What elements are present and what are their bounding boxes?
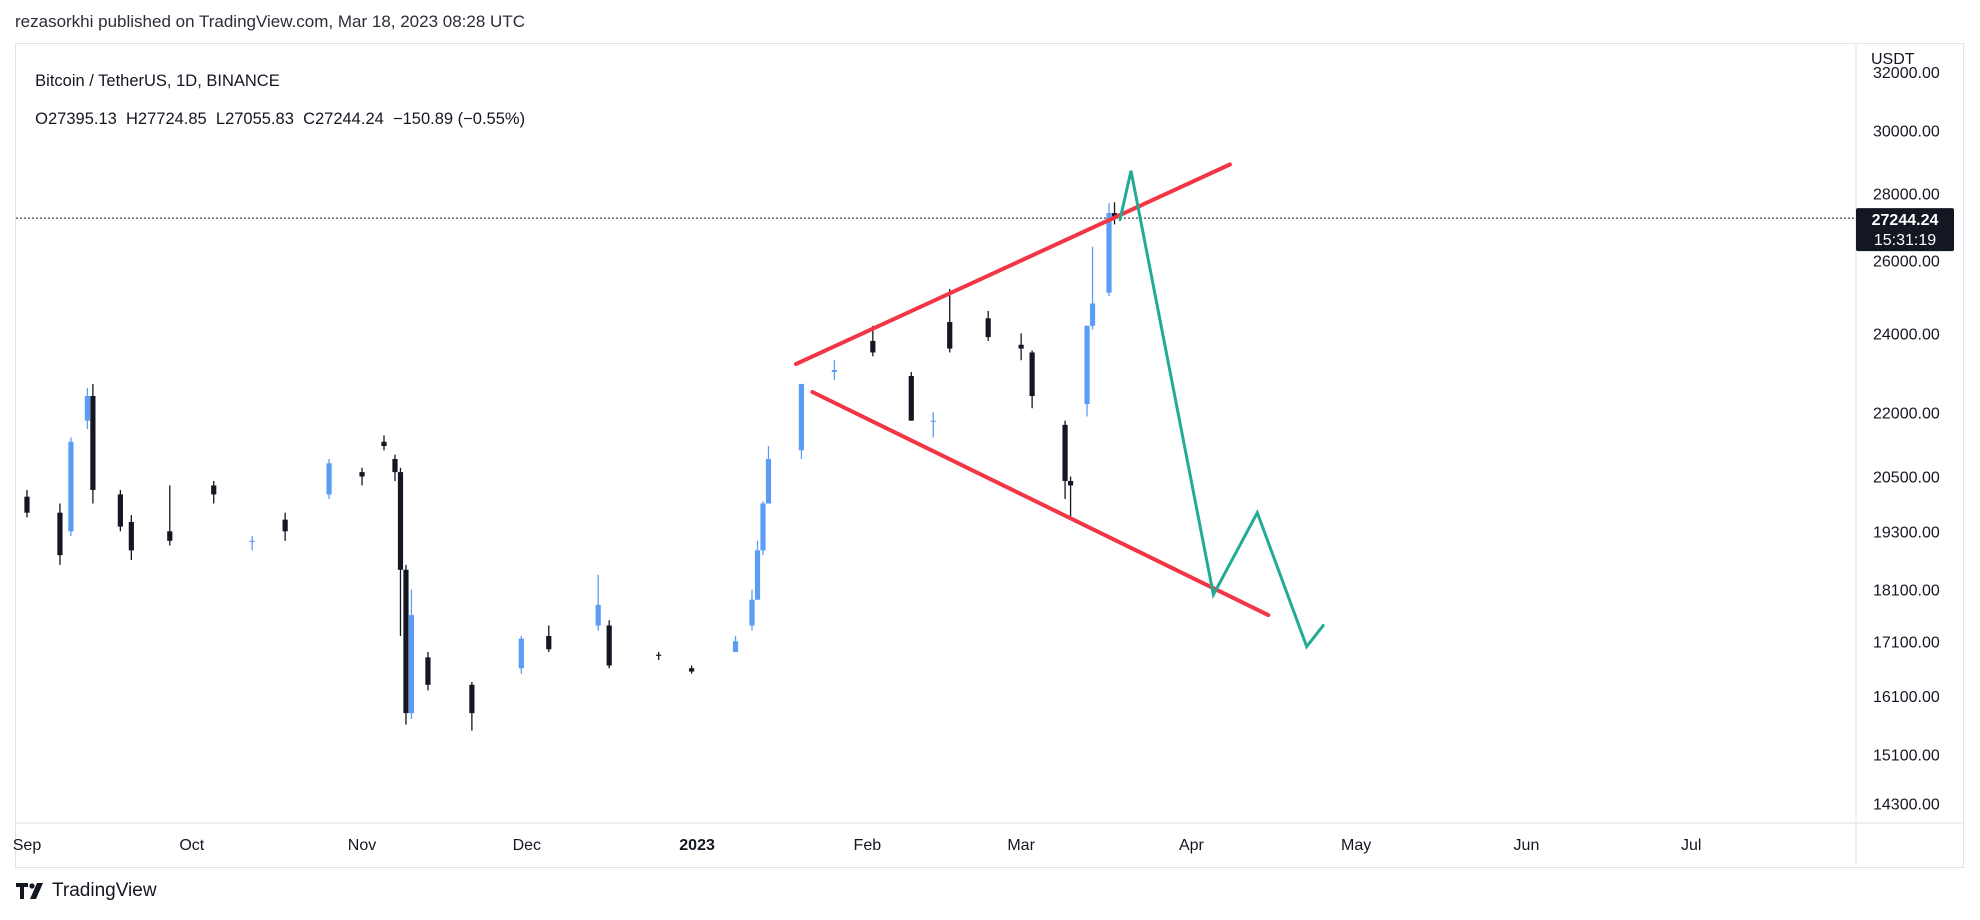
candle-body[interactable] <box>397 472 404 570</box>
time-tick-label[interactable]: Dec <box>513 837 541 854</box>
time-tick-label[interactable]: Jul <box>1681 837 1701 854</box>
candle-body[interactable] <box>392 458 398 473</box>
candle-body[interactable] <box>760 503 766 551</box>
candle-body[interactable] <box>326 463 332 495</box>
candle-body[interactable] <box>1106 212 1112 293</box>
candle-body[interactable] <box>870 340 876 353</box>
candle-body[interactable] <box>128 521 134 551</box>
trend-line[interactable] <box>810 390 1271 618</box>
candle-body[interactable] <box>1062 424 1068 481</box>
time-tick-label[interactable]: May <box>1341 837 1371 854</box>
time-tick-label[interactable]: Feb <box>854 837 882 854</box>
candle-body[interactable] <box>930 420 936 422</box>
candle-body[interactable] <box>518 638 524 669</box>
candle-body[interactable] <box>754 550 761 600</box>
time-tick-label[interactable]: Oct <box>179 837 204 854</box>
price-tick-label[interactable]: 19300.00 <box>1873 524 1940 541</box>
price-axis-unit[interactable]: USDT <box>1871 51 1915 68</box>
candle-body[interactable] <box>1018 344 1024 349</box>
candle-body[interactable] <box>656 654 662 656</box>
candle-body[interactable] <box>1084 325 1090 405</box>
price-tick-label[interactable]: 32000.00 <box>1873 65 1940 82</box>
time-tick-label[interactable]: 2023 <box>679 837 715 854</box>
candle-body[interactable] <box>831 370 837 372</box>
candle-body[interactable] <box>749 599 755 626</box>
publisher-line: rezasorkhi published on TradingView.com,… <box>15 12 525 31</box>
candle-body[interactable] <box>606 625 612 666</box>
time-tick-label[interactable]: Mar <box>1007 837 1035 854</box>
footer-brand-label: TradingView <box>52 880 157 901</box>
price-tick-label[interactable]: 20500.00 <box>1873 470 1940 487</box>
candle-body[interactable] <box>1067 480 1074 486</box>
price-tick-label[interactable]: 26000.00 <box>1873 254 1940 271</box>
symbol-legend: Bitcoin / TetherUS, 1D, BINANCE O27395.1… <box>26 53 525 129</box>
candle-body[interactable] <box>117 494 123 527</box>
price-tick-label[interactable]: 15100.00 <box>1873 747 1940 764</box>
candle-body[interactable] <box>68 441 74 532</box>
candle-body[interactable] <box>1089 303 1096 326</box>
candle-body[interactable] <box>765 458 772 504</box>
price-tick-label[interactable]: 22000.00 <box>1873 405 1940 422</box>
time-tick-label[interactable]: Jun <box>1514 837 1540 854</box>
legend-ohlc: O27395.13 H27724.85 L27055.83 C27244.24 … <box>35 110 526 128</box>
candle-body[interactable] <box>84 395 91 421</box>
candle-body[interactable] <box>469 684 475 714</box>
candle-body[interactable] <box>908 375 914 421</box>
candle-body[interactable] <box>211 485 217 495</box>
candle-body[interactable] <box>249 540 255 542</box>
candle-body[interactable] <box>425 657 431 685</box>
price-tick-label[interactable]: 18100.00 <box>1873 583 1940 600</box>
candle-body[interactable] <box>688 668 695 672</box>
last-price-badge[interactable] <box>1856 208 1954 252</box>
footer-brand[interactable]: TradingView <box>16 880 157 902</box>
chart-frame[interactable] <box>15 43 1964 868</box>
price-tick-label[interactable]: 17100.00 <box>1873 634 1940 651</box>
candle-body[interactable] <box>408 615 415 714</box>
candle-body[interactable] <box>90 395 96 490</box>
candle-body[interactable] <box>798 383 805 451</box>
candle-body[interactable] <box>595 604 601 626</box>
price-tick-label[interactable]: 16100.00 <box>1873 689 1940 706</box>
price-tick-label[interactable]: 28000.00 <box>1873 186 1940 203</box>
candle-body[interactable] <box>381 441 387 447</box>
candle-body[interactable] <box>546 635 552 650</box>
time-tick-label[interactable]: Sep <box>13 837 42 854</box>
candle-body[interactable] <box>359 472 365 477</box>
candle-body[interactable] <box>57 512 63 556</box>
candle-body[interactable] <box>282 519 288 532</box>
candle-body[interactable] <box>24 496 30 513</box>
last-price-value: 27244.24 <box>1872 212 1939 229</box>
candle-body[interactable] <box>985 318 991 338</box>
time-tick-label[interactable]: Nov <box>348 837 376 854</box>
tradingview-logo-icon <box>16 883 43 899</box>
price-tick-label[interactable]: 24000.00 <box>1873 326 1940 343</box>
trend-line[interactable] <box>793 162 1232 367</box>
candle-body[interactable] <box>947 322 953 349</box>
price-tick-label[interactable]: 30000.00 <box>1873 124 1940 141</box>
candle-body[interactable] <box>1029 352 1035 396</box>
candle-body[interactable] <box>167 531 173 541</box>
time-tick-label[interactable]: Apr <box>1179 837 1205 854</box>
legend-symbol: Bitcoin / TetherUS, 1D, BINANCE <box>35 72 280 90</box>
candle-body[interactable] <box>732 641 739 652</box>
price-tick-label[interactable]: 14300.00 <box>1873 797 1940 814</box>
price-countdown: 15:31:19 <box>1874 232 1936 249</box>
candle-body[interactable] <box>403 569 409 714</box>
projection-path[interactable] <box>1118 170 1325 650</box>
